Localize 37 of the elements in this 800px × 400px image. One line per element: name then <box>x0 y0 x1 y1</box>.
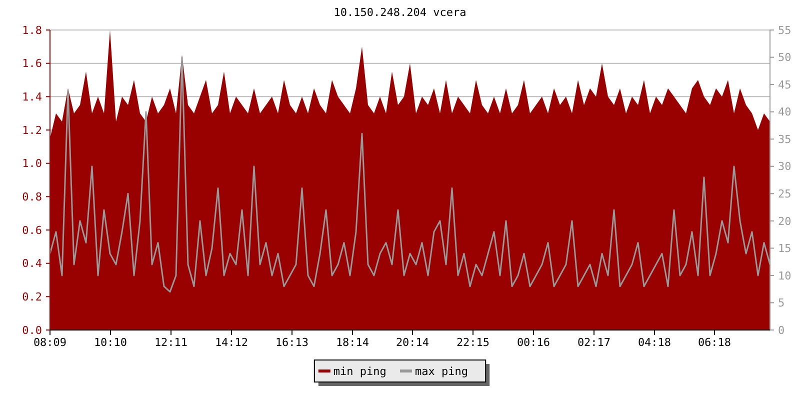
legend-label: max ping <box>415 364 468 378</box>
x-tick-label: 08:09 <box>33 336 67 349</box>
y-tick-label: 1.6 <box>22 57 42 70</box>
y-tick-label: 1.2 <box>22 124 42 137</box>
y2-tick-label: 45 <box>778 78 792 92</box>
y2-tick-label: 15 <box>778 242 792 256</box>
y-tick-label: 1.4 <box>22 90 42 104</box>
x-tick-label: 20:14 <box>396 336 430 349</box>
y2-tick-label: 30 <box>778 160 792 174</box>
x-tick-label: 06:18 <box>698 336 732 349</box>
y-tick-label: 0.2 <box>22 290 42 304</box>
y2-tick-label: 50 <box>778 51 792 64</box>
y2-tick-label: 0 <box>778 324 785 337</box>
y-tick-label: 0.8 <box>22 190 42 204</box>
y2-tick-label: 10 <box>778 269 792 282</box>
x-tick-label: 04:18 <box>638 336 672 349</box>
y-tick-label: 0.0 <box>22 324 42 337</box>
y2-tick-label: 5 <box>778 296 785 310</box>
y2-tick-label: 55 <box>778 24 792 37</box>
x-tick-label: 00:16 <box>516 336 550 349</box>
x-tick-label: 22:15 <box>456 336 490 349</box>
y-tick-label: 1.8 <box>22 24 42 37</box>
x-tick-label: 02:17 <box>577 336 611 349</box>
legend-label: min ping <box>333 364 386 378</box>
chart-title: 10.150.248.204 vcera <box>334 6 466 19</box>
y-tick-label: 0.6 <box>22 224 42 237</box>
x-tick-label: 16:13 <box>275 336 309 349</box>
y2-tick-label: 20 <box>778 214 792 228</box>
x-tick-label: 10:10 <box>94 336 128 349</box>
y-tick-label: 1.0 <box>22 157 42 170</box>
y2-tick-label: 35 <box>778 132 792 146</box>
y-tick-label: 0.4 <box>22 257 42 270</box>
y2-tick-label: 40 <box>778 106 792 119</box>
x-tick-label: 12:11 <box>154 336 188 349</box>
y2-tick-label: 25 <box>778 187 792 200</box>
x-tick-label: 18:14 <box>336 336 370 349</box>
x-tick-label: 14:12 <box>214 336 248 349</box>
